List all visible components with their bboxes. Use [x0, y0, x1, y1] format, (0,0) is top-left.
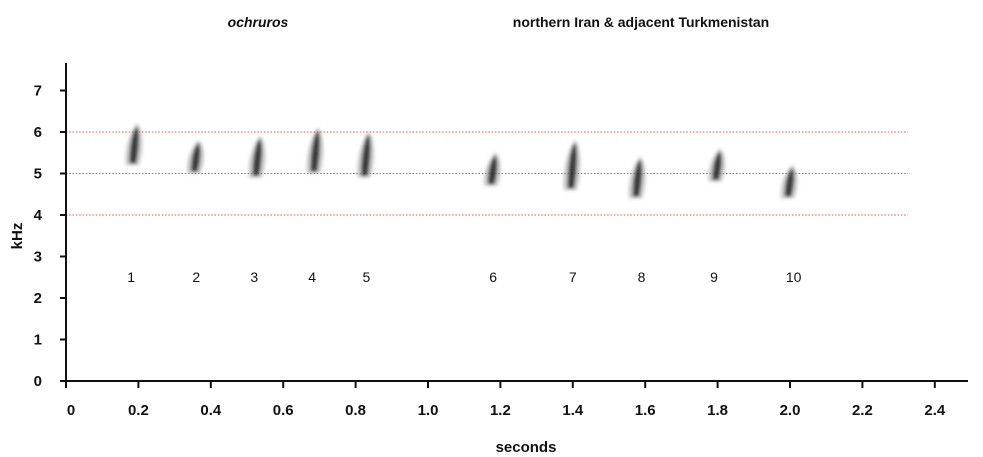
- note-mark-6: [483, 152, 501, 186]
- x-tick-label: 1.4: [562, 402, 584, 419]
- note-number-label: 8: [638, 269, 646, 285]
- note-number-label: 9: [710, 269, 718, 285]
- x-tick-label: 1.0: [418, 402, 439, 419]
- x-tick-label: 0.4: [200, 402, 222, 419]
- y-tick-label: 6: [34, 124, 42, 141]
- x-tick-label: 1.2: [490, 402, 511, 419]
- y-tick-label: 5: [34, 166, 42, 183]
- note-number-label: 4: [308, 269, 316, 285]
- note-mark-4: [306, 127, 324, 174]
- note-mark-3: [248, 136, 266, 178]
- note-number-label: 1: [127, 269, 135, 285]
- note-labels: 1 2 3 4 5 6 7 8 9 10: [127, 269, 801, 285]
- note-number-label: 2: [192, 269, 200, 285]
- y-axis-label: kHz: [9, 223, 26, 250]
- note-number-label: 3: [250, 269, 258, 285]
- x-tick-label: 0.2: [128, 402, 149, 419]
- note-number-label: 5: [363, 269, 371, 285]
- note-mark-1: [125, 123, 143, 166]
- x-tick-label: 2.2: [852, 402, 873, 419]
- x-tick-label: 1.6: [635, 402, 656, 419]
- x-tick-label: 2.4: [924, 402, 946, 419]
- axes: 0 1 2 3 4 5 6 7 0 0.2 0.4 0.6 0.8 1.0 1.2 1.4 1.6 1.8 2.0 2…: [34, 63, 968, 419]
- note-number-label: 6: [489, 269, 497, 285]
- note-mark-2: [187, 140, 204, 174]
- x-tick-label: 2.0: [780, 402, 801, 419]
- note-number-label: 7: [569, 269, 577, 285]
- x-axis-label: seconds: [496, 439, 557, 456]
- note-mark-10: [780, 165, 798, 199]
- note-number-label: 10: [786, 269, 802, 285]
- x-tick-label: 0.8: [345, 402, 366, 419]
- y-tick-label: 3: [34, 249, 42, 266]
- y-tick-label: 4: [34, 207, 43, 224]
- note-mark-9: [708, 148, 726, 182]
- x-tick-label: 1.8: [707, 402, 728, 419]
- note-mark-8: [628, 156, 646, 199]
- y-tick-label: 1: [34, 332, 42, 349]
- x-tick-label: 0: [67, 402, 75, 419]
- note-marks: [125, 123, 798, 199]
- region-title: northern Iran & adjacent Turkmenistan: [513, 14, 769, 30]
- y-tick-label: 0: [34, 373, 42, 390]
- taxon-title: ochruros: [228, 14, 289, 30]
- note-mark-5: [357, 132, 375, 178]
- y-tick-label: 2: [34, 290, 42, 307]
- y-tick-label: 7: [34, 83, 42, 100]
- note-mark-7: [563, 140, 581, 191]
- x-tick-label: 0.6: [273, 402, 294, 419]
